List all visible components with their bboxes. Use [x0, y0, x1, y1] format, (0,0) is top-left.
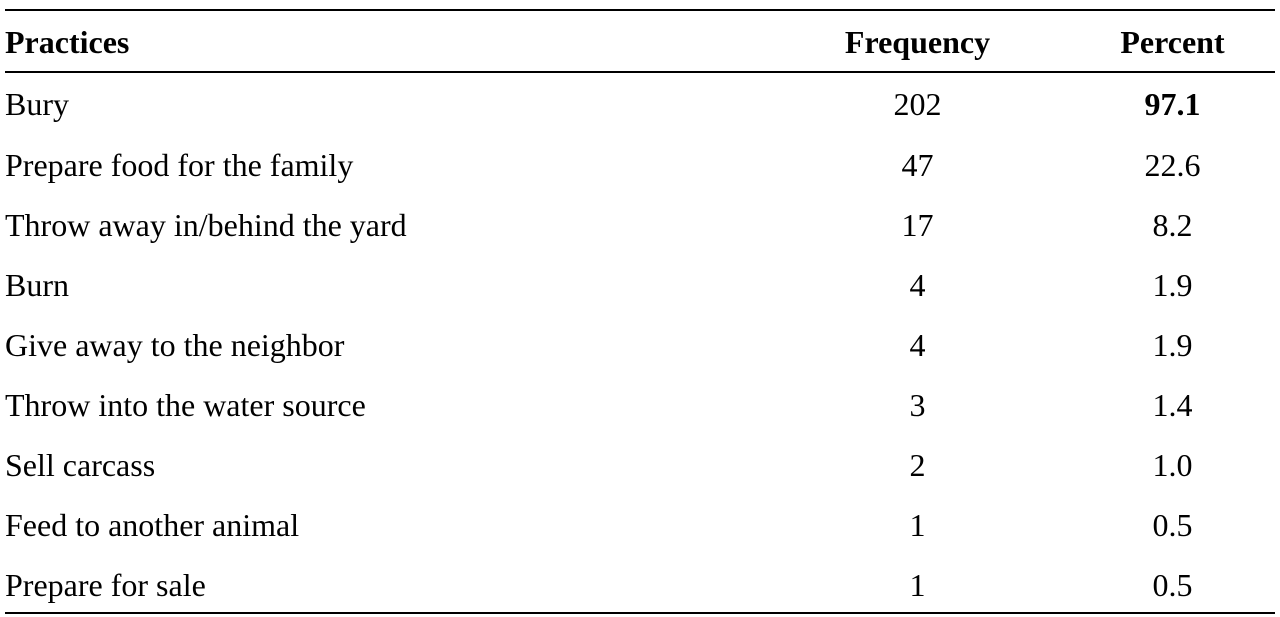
header-frequency: Frequency [844, 23, 991, 60]
percent-cell: 0.5 [1152, 566, 1193, 603]
percent-cell: 8.2 [1152, 206, 1193, 243]
frequency-cell: 4 [909, 326, 926, 363]
practice-cell: Prepare food for the family [5, 146, 354, 183]
practice-cell: Prepare for sale [5, 566, 206, 603]
frequency-cell: 202 [893, 85, 942, 122]
practice-cell: Burn [5, 266, 69, 303]
practice-cell: Throw into the water source [5, 386, 366, 423]
table-row: Bury 202 97.1 [5, 73, 1275, 135]
table-header-rule [5, 71, 1275, 73]
table-body: Bury 202 97.1 Prepare food for the famil… [5, 73, 1275, 615]
percent-cell: 1.9 [1152, 266, 1193, 303]
frequency-cell: 17 [901, 206, 934, 243]
practice-cell: Give away to the neighbor [5, 326, 345, 363]
table-row: Throw away in/behind the yard 17 8.2 [5, 195, 1275, 255]
table-header: Practices Frequency Percent [5, 11, 1275, 73]
percent-cell: 0.5 [1152, 506, 1193, 543]
header-row: Practices Frequency Percent [5, 11, 1275, 73]
table-row: Give away to the neighbor 4 1.9 [5, 315, 1275, 375]
percent-cell: 97.1 [1144, 85, 1201, 122]
table-row: Throw into the water source 3 1.4 [5, 375, 1275, 435]
practice-cell: Throw away in/behind the yard [5, 206, 407, 243]
table-top-rule [5, 9, 1275, 11]
practice-cell: Bury [5, 85, 69, 122]
frequency-cell: 1 [909, 506, 926, 543]
frequency-cell: 47 [901, 146, 934, 183]
practice-cell: Sell carcass [5, 446, 156, 483]
frequency-cell: 4 [909, 266, 926, 303]
header-percent: Percent [1120, 23, 1225, 60]
frequency-cell: 3 [909, 386, 926, 423]
percent-cell: 22.6 [1144, 146, 1201, 183]
table-row: Prepare for sale 1 0.5 [5, 555, 1275, 615]
table-row: Prepare food for the family 47 22.6 [5, 135, 1275, 195]
table-row: Sell carcass 2 1.0 [5, 435, 1275, 495]
practice-cell: Feed to another animal [5, 506, 300, 543]
table-row: Feed to another animal 1 0.5 [5, 495, 1275, 555]
practices-table: Practices Frequency Percent Bury 202 97.… [5, 11, 1275, 615]
frequency-cell: 1 [909, 566, 926, 603]
percent-cell: 1.4 [1152, 386, 1193, 423]
frequency-cell: 2 [909, 446, 926, 483]
header-practices: Practices [5, 23, 130, 60]
table-bottom-rule [5, 612, 1275, 614]
percent-cell: 1.9 [1152, 326, 1193, 363]
percent-cell: 1.0 [1152, 446, 1193, 483]
table-row: Burn 4 1.9 [5, 255, 1275, 315]
